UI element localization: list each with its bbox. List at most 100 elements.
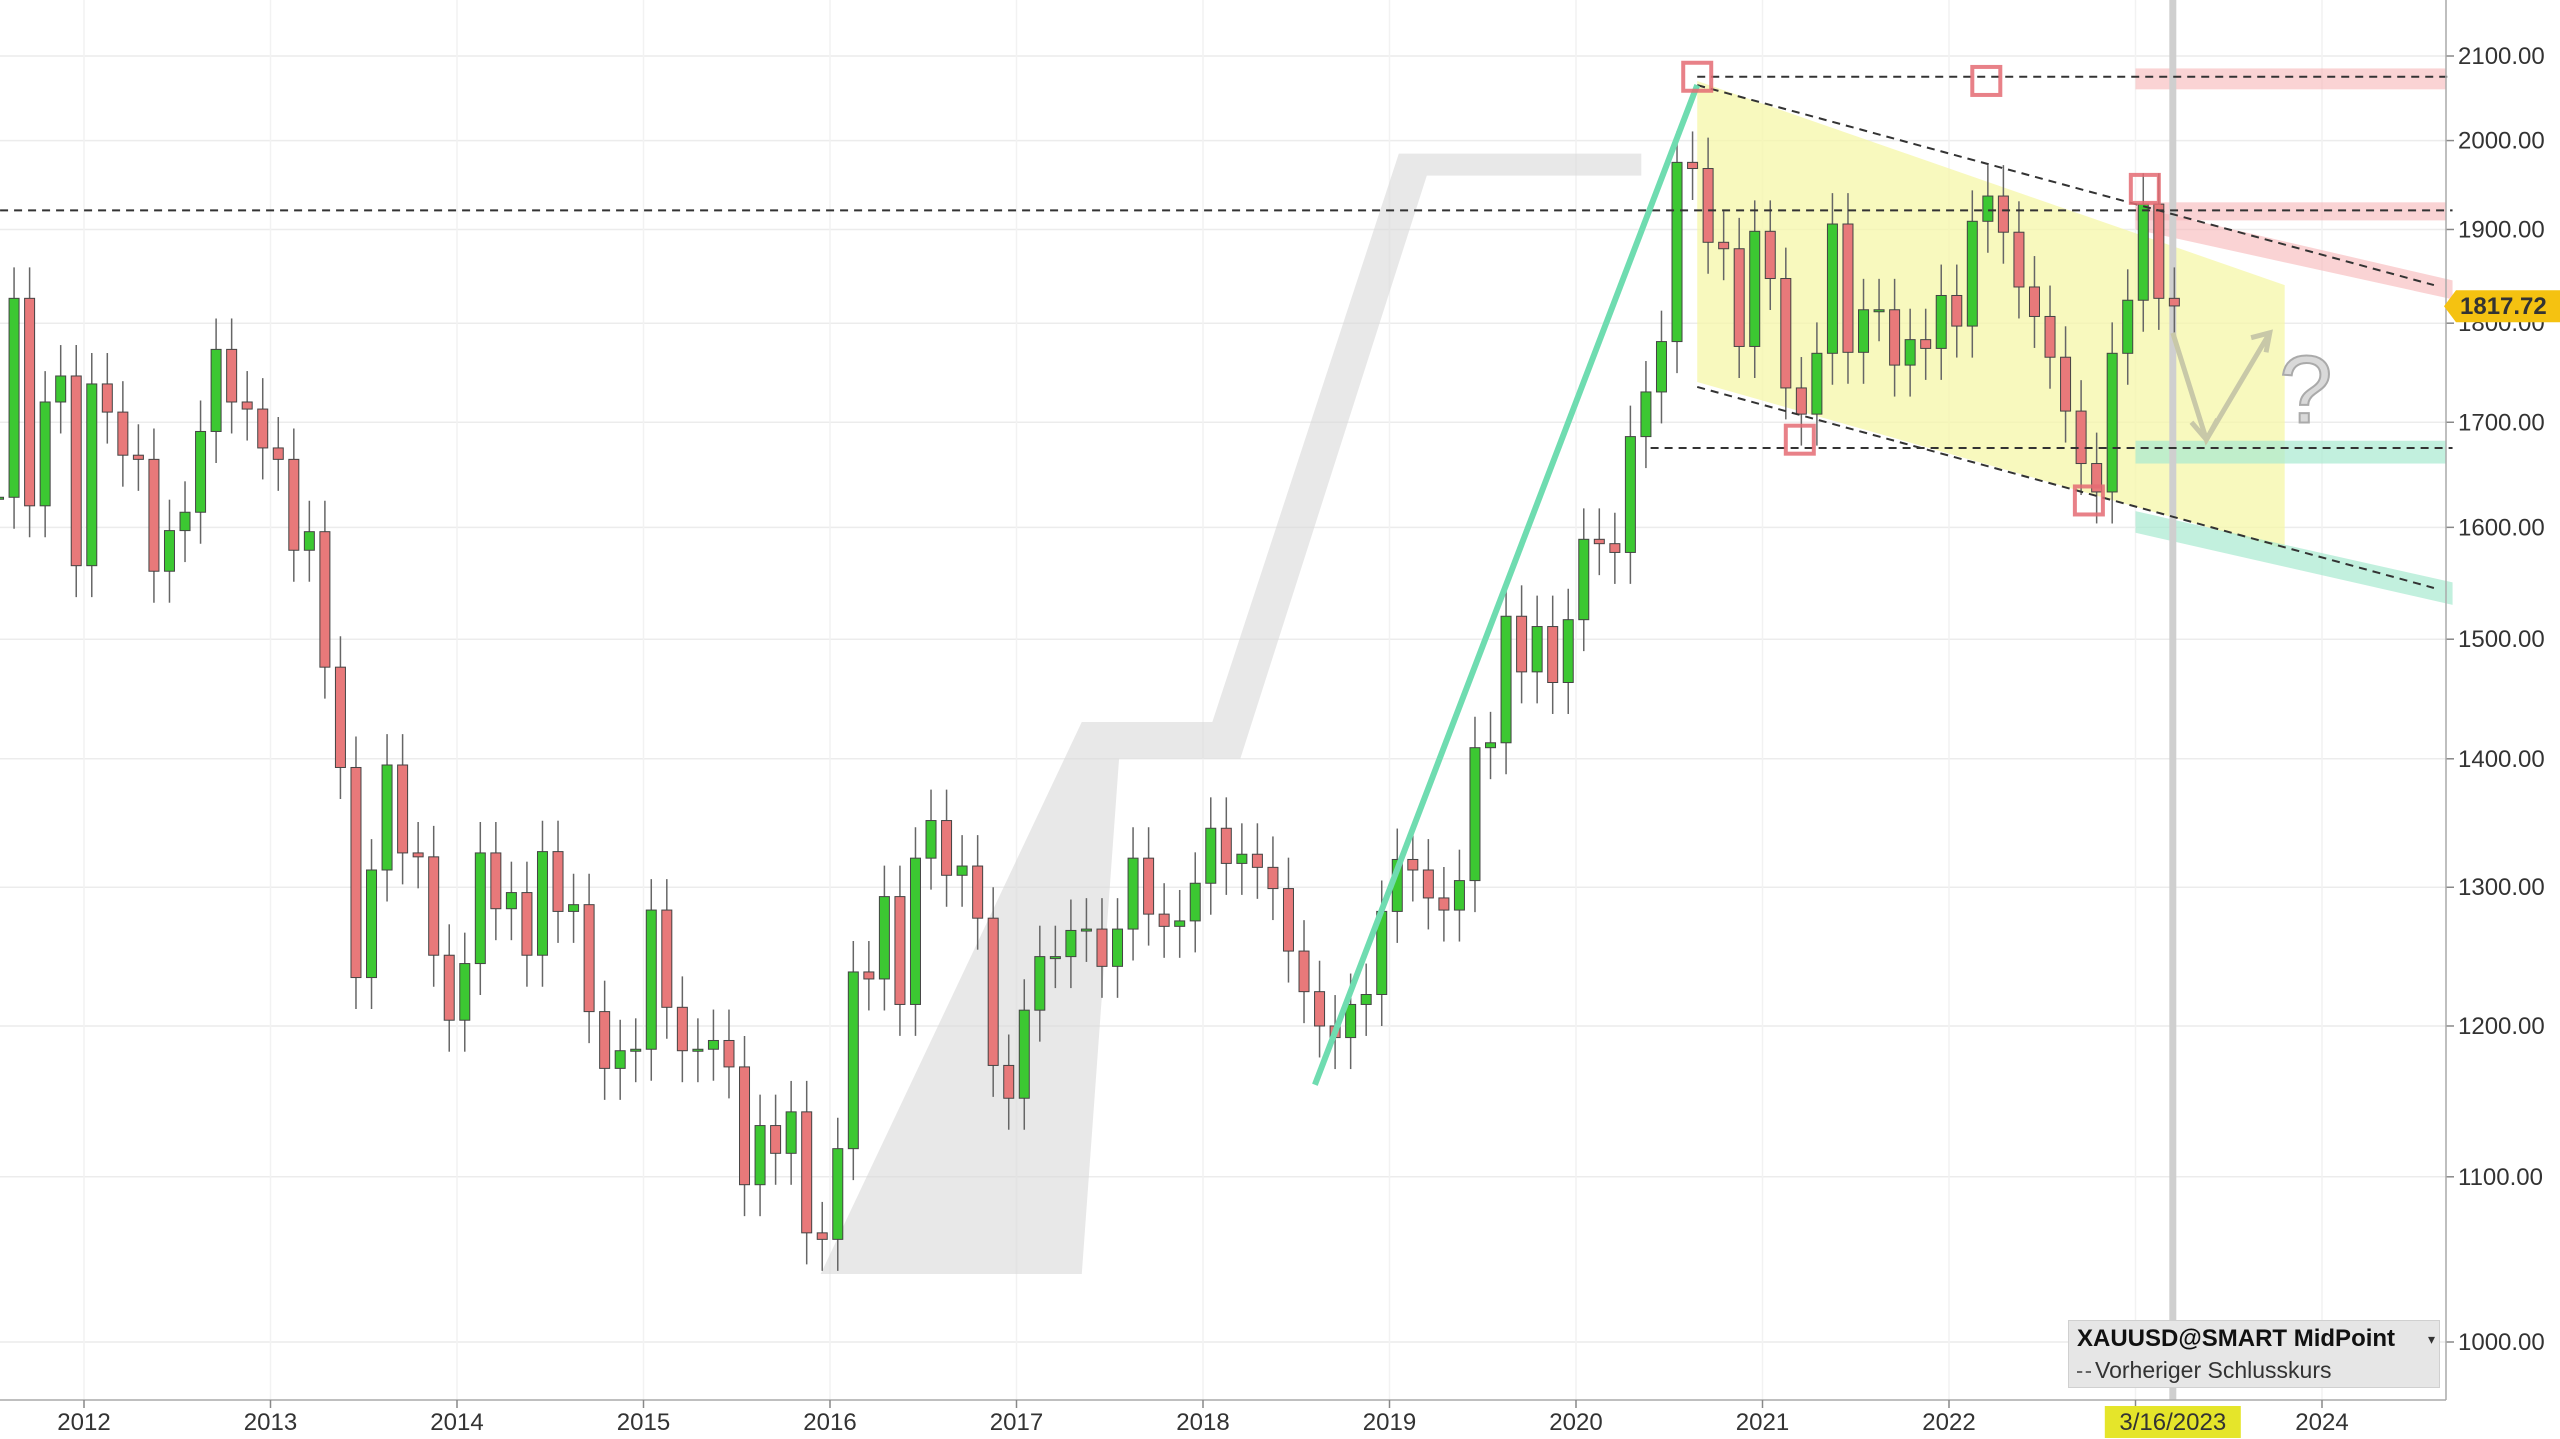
candle-body xyxy=(972,865,984,919)
pivot-marker xyxy=(2072,484,2105,517)
y-tick-label: 1500.00 xyxy=(2458,626,2545,653)
projection-arrowhead xyxy=(2250,329,2273,353)
candle-body xyxy=(754,1125,766,1186)
pivot-marker xyxy=(2128,172,2161,205)
candle-body xyxy=(1935,294,1947,349)
candle-body xyxy=(1966,220,1978,327)
prev-close-legend: Vorheriger Schlusskurs xyxy=(2077,1357,2332,1384)
candle-body xyxy=(785,1111,797,1154)
x-tick-label: 2022 xyxy=(1922,1409,1975,1436)
candle-body xyxy=(1873,309,1885,313)
chart-annotations xyxy=(820,0,2453,1400)
candle-body xyxy=(739,1066,751,1186)
candle-body xyxy=(8,297,20,498)
candle-body xyxy=(1764,230,1776,280)
shadow-band xyxy=(820,153,1642,1275)
candle-body xyxy=(552,851,564,912)
candle-body xyxy=(195,430,207,513)
candle-body xyxy=(319,531,331,668)
projection-arrowhead xyxy=(2189,418,2220,445)
y-axis: 1000.00 1100.00 1200.00 1300.00 1400.00 1500.… xyxy=(2444,0,2560,1400)
candle-body xyxy=(909,857,921,1005)
candle-body xyxy=(1205,827,1217,884)
x-tick-label: 2024 xyxy=(2295,1409,2348,1436)
candle-body xyxy=(397,764,409,854)
candle-body xyxy=(1360,993,1372,1005)
instrument-label: XAUUSD@SMART MidPoint xyxy=(2077,1325,2396,1352)
candle-body xyxy=(2122,299,2134,354)
x-tick-label: 2014 xyxy=(430,1409,483,1436)
candle-body xyxy=(1018,1009,1030,1099)
candle-body xyxy=(568,904,580,912)
candle-body xyxy=(1780,278,1792,389)
dropdown-arrow-icon[interactable]: ▾ xyxy=(2427,1331,2435,1347)
candle-body xyxy=(24,297,36,507)
question-mark-icon: ? xyxy=(2279,336,2332,443)
candle-body xyxy=(474,852,486,965)
current-date-tag xyxy=(2104,1406,2241,1438)
candle-body xyxy=(1516,615,1528,673)
candle-body xyxy=(1858,309,1870,353)
candle-body xyxy=(1267,866,1279,890)
candle-body xyxy=(2106,352,2118,493)
candle-body xyxy=(1997,195,2009,233)
candle-body xyxy=(1096,928,1108,967)
candle-body xyxy=(1314,991,1326,1027)
candle-body xyxy=(132,454,144,460)
candle-body xyxy=(55,375,67,403)
support-zone xyxy=(2135,440,2446,464)
candle-body xyxy=(1282,888,1294,952)
candle-body xyxy=(661,909,673,1008)
x-tick-label: 2016 xyxy=(803,1409,856,1436)
candle-body xyxy=(210,348,222,432)
candle-body xyxy=(1049,956,1061,960)
candle-body xyxy=(2153,203,2165,299)
candle-body xyxy=(288,458,300,551)
candle-body xyxy=(1749,230,1761,347)
instrument-legend[interactable]: XAUUSD@SMART MidPoint Vorheriger Schluss… xyxy=(2068,1320,2440,1388)
candle-body xyxy=(70,375,82,567)
uptrend-line xyxy=(1312,84,1701,1086)
last-price-label: 1817.72 xyxy=(2460,293,2547,320)
candle-body xyxy=(1438,897,1450,911)
candle-body xyxy=(630,1048,642,1052)
channel-upper-line xyxy=(1696,84,2435,287)
candle-body xyxy=(1826,223,1838,354)
resistance-band-slope xyxy=(2135,206,2453,300)
candle-body xyxy=(1112,928,1124,967)
candle-body xyxy=(1811,352,1823,415)
candle-body xyxy=(148,458,160,572)
candle-body xyxy=(86,383,98,567)
candle-body xyxy=(257,408,269,449)
candle-body xyxy=(1718,241,1730,250)
y-tick-label: 1100.00 xyxy=(2458,1164,2543,1191)
candle-body xyxy=(1251,853,1263,868)
pivot-marker xyxy=(1783,423,1816,456)
candle-body xyxy=(1422,869,1434,899)
candle-body xyxy=(707,1039,719,1050)
candle-body xyxy=(1236,853,1248,864)
candle-body xyxy=(1640,391,1652,438)
pivot-marker xyxy=(1970,64,2003,97)
candle-body xyxy=(1469,747,1481,882)
x-axis: 2012 2013 2014 2015 2016 2017 2018 2019 2020 2021… xyxy=(0,1399,2446,1438)
candle-body xyxy=(1174,920,1186,927)
resistance-zone-mid xyxy=(2135,202,2446,221)
candle-body xyxy=(1065,929,1077,958)
candle-body xyxy=(692,1048,704,1052)
candle-body xyxy=(163,530,175,572)
candle-body xyxy=(614,1050,626,1069)
x-tick-label: 2019 xyxy=(1363,1409,1416,1436)
candle-body xyxy=(536,851,548,956)
candle-body xyxy=(366,869,378,979)
candle-body xyxy=(412,852,424,858)
y-tick-label: 2100.00 xyxy=(2458,43,2545,70)
candle-body xyxy=(878,896,890,980)
y-tick-label: 1700.00 xyxy=(2458,409,2545,436)
candle-body xyxy=(2168,297,2180,307)
pivot-marker xyxy=(1681,60,1714,93)
candle-body xyxy=(816,1232,828,1240)
candle-body xyxy=(645,909,657,1050)
candle-body xyxy=(1034,956,1046,1011)
